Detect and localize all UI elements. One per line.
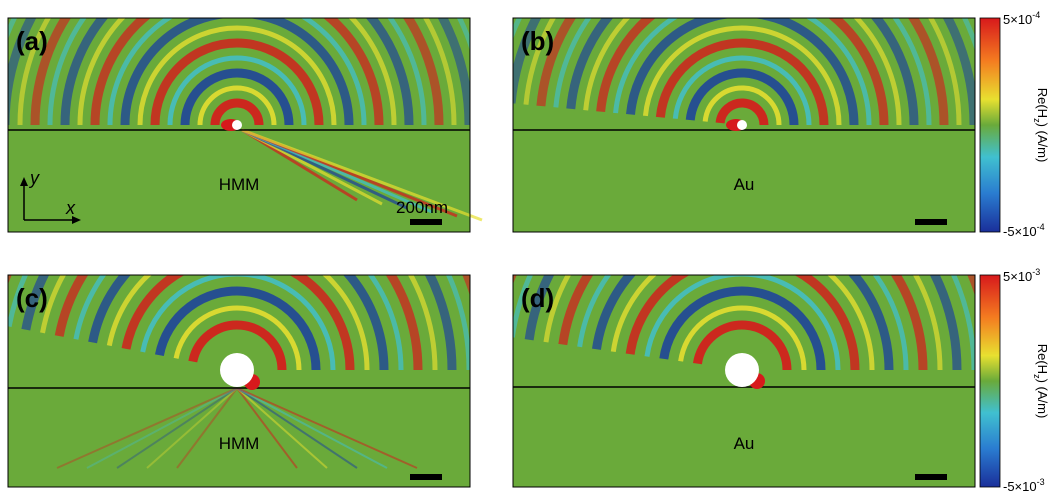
- mantissa: -5×10: [1003, 479, 1037, 493]
- exponent: -3: [1037, 477, 1045, 487]
- panel-label: (b): [521, 26, 554, 56]
- title-suffix: ) (A/m): [1035, 379, 1050, 419]
- title-prefix: Re(H: [1035, 88, 1050, 118]
- title-suffix: ) (A/m): [1035, 123, 1050, 163]
- scale-bar: [915, 219, 947, 225]
- colorbar: [980, 18, 1000, 232]
- material-label: Au: [734, 434, 755, 453]
- particle: [220, 353, 254, 387]
- scale-bar: [915, 474, 947, 480]
- colorbar-min-label: -5×10-3: [1003, 477, 1045, 493]
- title-prefix: Re(H: [1035, 344, 1050, 374]
- mantissa: 5×10: [1003, 269, 1032, 284]
- exponent: -4: [1037, 222, 1045, 232]
- exponent: -3: [1032, 267, 1040, 277]
- panel-label: (d): [521, 283, 554, 313]
- particle: [725, 353, 759, 387]
- material-label: Au: [734, 175, 755, 194]
- mantissa: -5×10: [1003, 224, 1037, 239]
- material-label: HMM: [219, 434, 260, 453]
- colorbar-max-label: 5×10-3: [1003, 267, 1040, 284]
- exponent: -4: [1032, 10, 1040, 20]
- particle: [737, 120, 747, 130]
- colorbar-max-label: 5×10-4: [1003, 10, 1040, 27]
- panel-label: (c): [16, 283, 48, 313]
- colorbar-title: Re(Hz) (A/m): [1032, 344, 1050, 419]
- material-label: HMM: [219, 175, 260, 194]
- axis-label-y: y: [28, 168, 40, 188]
- mantissa: 5×10: [1003, 12, 1032, 27]
- scale-bar: [410, 219, 442, 225]
- colorbar: [980, 275, 1000, 487]
- colorbar-min-label: -5×10-4: [1003, 222, 1045, 239]
- panel-label: (a): [16, 26, 48, 56]
- scale-bar: [410, 474, 442, 480]
- colorbar-title: Re(Hz) (A/m): [1032, 88, 1050, 163]
- particle: [232, 120, 242, 130]
- scale-bar-label: 200nm: [396, 198, 448, 217]
- figure: (a)HMM(b)Au(c)HMM(d)Au200nmyx5×10-4-5×10…: [0, 0, 1055, 493]
- axis-label-x: x: [65, 198, 76, 218]
